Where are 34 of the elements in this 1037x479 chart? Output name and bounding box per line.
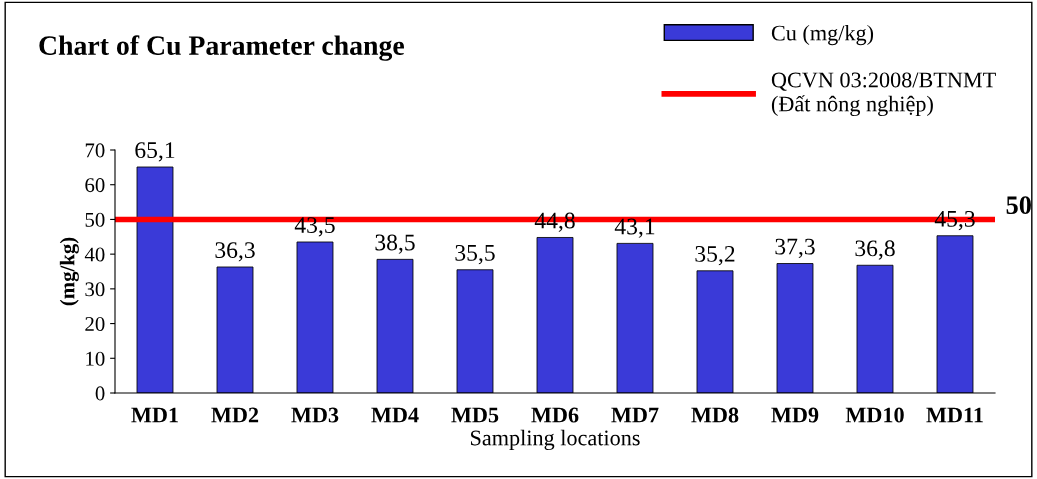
x-tick-label: MD4 [371,407,419,423]
data-label: 37,3 [775,238,815,258]
legend-label: Cu (mg/kg) [771,24,874,46]
data-label: 65,1 [135,142,175,162]
y-tick-label: 30 [85,282,105,297]
x-tick-label: MD7 [611,407,659,423]
x-tick-label: MD1 [131,407,178,423]
y-tick-label: 40 [84,247,105,262]
x-tick-label: MD3 [291,407,339,423]
chart-title: Chart of Cu Parameter change [39,35,404,61]
data-label: 36,8 [855,240,895,260]
x-tick-label: MD6 [531,407,579,423]
data-label: 36,3 [215,242,255,262]
data-label: 35,2 [695,245,735,266]
y-tick-label: 20 [85,316,105,331]
x-tick-label: MD8 [691,407,739,423]
text: QCVN 03:2008/BTNMT (Đất nông nghiệp) [771,72,996,117]
y-tick-label: 70 [85,143,105,158]
y-tick-label: 10 [86,351,105,366]
x-tick-label: MD10 [845,407,904,423]
x-tick-label: MD5 [451,407,499,423]
x-tick-label: MD2 [211,407,259,423]
y-axis-title: (mg/kg) [59,237,79,306]
ref-line-label: 50 [1006,196,1031,215]
y-tick-label: 50 [85,212,105,227]
x-tick-label: MD9 [771,407,819,423]
data-label: 43,5 [294,217,335,237]
data-label: 38,5 [375,234,415,254]
y-tick-label: 60 [85,178,105,193]
data-label: 43,1 [614,218,655,238]
x-axis-title: Sampling locations [471,429,640,451]
x-tick-label: MD11 [926,407,983,423]
data-label: 35,5 [455,244,495,265]
y-tick-label: 0 [95,386,105,401]
